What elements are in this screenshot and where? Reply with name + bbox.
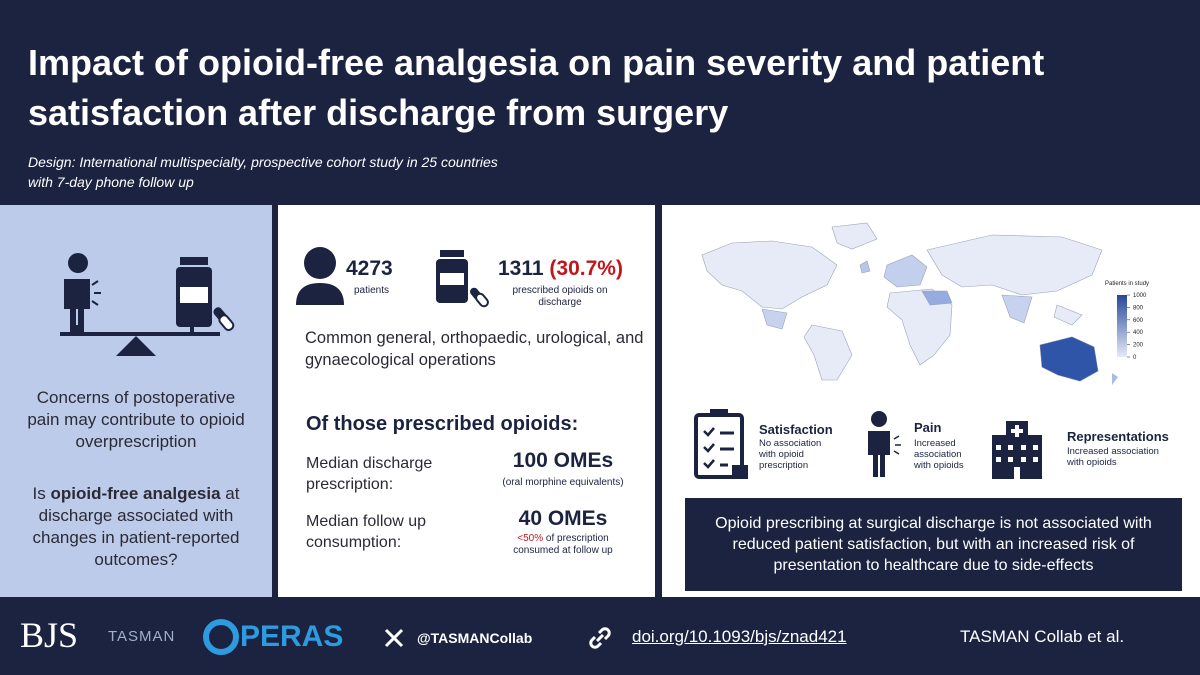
title: Impact of opioid-free analgesia on pain … bbox=[28, 42, 1045, 133]
outcome-title: Satisfaction bbox=[759, 422, 833, 437]
credit: TASMAN Collab et al. bbox=[960, 627, 1125, 646]
row-note: (oral morphine equivalents) bbox=[502, 477, 624, 488]
doi-link[interactable]: doi.org/10.1093/bjs/znad421 bbox=[632, 627, 847, 646]
world-map: Patients in study 0 200 400 600 800 1000 bbox=[701, 222, 1149, 385]
question-part: Is bbox=[32, 484, 51, 503]
prescribed-label: prescribed opioids on discharge bbox=[512, 285, 608, 308]
australia bbox=[1039, 336, 1099, 382]
row-value: 100 OMEs bbox=[512, 449, 614, 472]
row-label: Median discharge prescription: bbox=[306, 455, 433, 493]
prescribed-number: 1311 bbox=[498, 257, 544, 280]
legend-tick-label: 1000 bbox=[1133, 293, 1147, 299]
operas-icon bbox=[203, 619, 239, 655]
outcome-title: Pain bbox=[914, 420, 942, 435]
outcome-title: Representations bbox=[1067, 429, 1169, 444]
legend-tick-label: 600 bbox=[1133, 318, 1144, 324]
outcome-icons bbox=[694, 409, 1042, 479]
subtitle-line: Design: International multispecialty, pr… bbox=[28, 154, 498, 170]
concern-text: Concerns of postoperative pain may contr… bbox=[27, 388, 245, 451]
patient-label: patients bbox=[354, 285, 390, 296]
patient-count: 4273 bbox=[346, 257, 393, 280]
legend-tick-label: 200 bbox=[1133, 343, 1144, 349]
outcome-text: Increased association with opioids bbox=[914, 438, 964, 471]
legend-tick-label: 0 bbox=[1133, 355, 1137, 361]
tasman-logo: TASMAN bbox=[108, 628, 176, 645]
question-part: at discharge associated with changes in … bbox=[32, 484, 240, 569]
row-label: Median follow up consumption: bbox=[306, 513, 427, 551]
right-panel: Patients in study 0 200 400 600 800 1000 Sati… bbox=[662, 205, 1200, 597]
middle-panel: 4273 patients 1311 (30.7%) prescribed op… bbox=[278, 205, 655, 597]
legend-tick-label: 800 bbox=[1133, 305, 1144, 311]
left-panel: Concerns of postoperative pain may contr… bbox=[0, 205, 272, 597]
operas-logo: PERAS bbox=[240, 620, 344, 653]
stat-icons bbox=[296, 247, 489, 308]
conclusion: Opioid prescribing at surgical discharge… bbox=[685, 498, 1182, 591]
prescribed-count: 1311 (30.7%) bbox=[498, 257, 623, 281]
note-part: of prescription consumed at follow up bbox=[513, 533, 613, 556]
question-emphasis: opioid-free analgesia bbox=[50, 484, 221, 503]
x-icon bbox=[384, 628, 404, 648]
journal-logo: BJS bbox=[20, 615, 79, 655]
operations-text: Common general, orthopaedic, urological,… bbox=[305, 329, 644, 369]
link-icon bbox=[589, 627, 611, 649]
question-text: Is opioid-free analgesia at discharge as… bbox=[30, 483, 242, 571]
row-value: 40 OMEs bbox=[518, 507, 608, 530]
subheading: Of those prescribed opioids: bbox=[306, 413, 579, 435]
row-note: <50% of prescription consumed at follow … bbox=[500, 533, 626, 557]
subtitle: Design: International multispecialty, pr… bbox=[28, 152, 498, 192]
note-emphasis: <50% bbox=[517, 533, 544, 544]
handle: @TASMANCollab bbox=[417, 630, 533, 646]
outcome-text: Increased association with opioids bbox=[1067, 446, 1159, 468]
legend-tick-label: 400 bbox=[1133, 330, 1144, 336]
legend-title: Patients in study bbox=[1105, 281, 1149, 287]
legend-colorbar bbox=[1117, 295, 1127, 357]
outcome-text: No association with opioid prescription bbox=[759, 438, 822, 471]
prescribed-percent: (30.7%) bbox=[549, 257, 623, 280]
subtitle-line: with 7-day phone follow up bbox=[28, 174, 194, 190]
seesaw-icon bbox=[60, 253, 235, 356]
